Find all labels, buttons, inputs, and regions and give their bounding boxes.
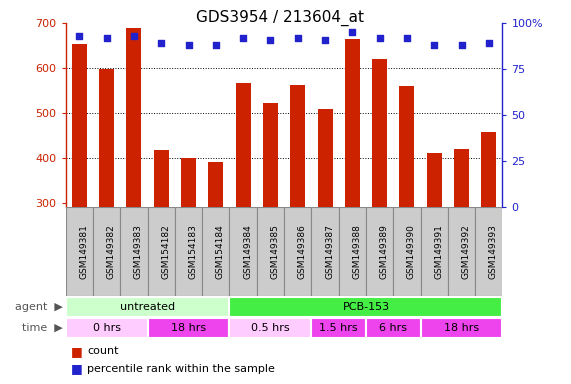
Bar [263, 103, 278, 338]
Point [75, 33, 84, 39]
Text: 18 hrs: 18 hrs [171, 323, 206, 333]
Bar [66, 297, 230, 317]
Bar [202, 207, 230, 296]
Bar [448, 207, 475, 296]
Bar [400, 86, 415, 338]
Text: agent  ▶: agent ▶ [15, 302, 63, 312]
Point [375, 35, 384, 41]
Text: GSM149386: GSM149386 [297, 224, 307, 279]
Point [184, 42, 193, 48]
Text: GSM154183: GSM154183 [188, 224, 198, 279]
Bar [72, 44, 87, 338]
Text: percentile rank within the sample: percentile rank within the sample [87, 364, 275, 374]
Bar [175, 207, 202, 296]
Bar [99, 69, 114, 338]
Bar [230, 297, 502, 317]
Text: GSM154184: GSM154184 [216, 224, 225, 279]
Bar [290, 84, 305, 338]
Bar [147, 318, 230, 338]
Text: GSM149383: GSM149383 [134, 224, 143, 279]
Point [484, 40, 493, 46]
Bar [366, 207, 393, 296]
Point [130, 33, 139, 39]
Point [457, 42, 466, 48]
Text: GSM149392: GSM149392 [461, 224, 471, 279]
Point [320, 36, 329, 43]
Text: count: count [87, 346, 119, 356]
Text: GSM149387: GSM149387 [325, 224, 334, 279]
Text: ■: ■ [71, 362, 87, 375]
Point [429, 42, 439, 48]
Bar [421, 318, 502, 338]
Point [266, 36, 275, 43]
Point [156, 40, 166, 46]
Bar [372, 59, 387, 338]
Point [211, 42, 220, 48]
Bar [154, 150, 168, 338]
Bar [454, 149, 469, 338]
Point [239, 35, 248, 41]
Bar [284, 207, 311, 296]
Text: GSM149381: GSM149381 [79, 224, 89, 279]
Text: PCB-153: PCB-153 [343, 302, 389, 312]
Text: GSM149384: GSM149384 [243, 224, 252, 279]
Point [403, 35, 412, 41]
Text: 18 hrs: 18 hrs [444, 323, 479, 333]
Text: time  ▶: time ▶ [22, 323, 63, 333]
Text: untreated: untreated [120, 302, 175, 312]
Text: 1.5 hrs: 1.5 hrs [319, 323, 358, 333]
Text: 0 hrs: 0 hrs [93, 323, 120, 333]
Point [102, 35, 111, 41]
Bar [230, 207, 257, 296]
Text: 0.5 hrs: 0.5 hrs [251, 323, 289, 333]
Text: GSM149391: GSM149391 [434, 224, 443, 279]
Point [348, 29, 357, 35]
Bar [427, 154, 442, 338]
Bar [339, 207, 366, 296]
Bar [208, 162, 223, 338]
Bar [181, 158, 196, 338]
Bar [147, 207, 175, 296]
Bar [481, 132, 496, 338]
Bar [475, 207, 502, 296]
Bar [311, 318, 366, 338]
Bar [66, 207, 93, 296]
Bar [66, 318, 147, 338]
Bar [317, 109, 332, 338]
Bar [257, 207, 284, 296]
Bar [126, 28, 142, 338]
Text: GSM149389: GSM149389 [380, 224, 389, 279]
Text: GDS3954 / 213604_at: GDS3954 / 213604_at [196, 10, 364, 26]
Text: GSM149388: GSM149388 [352, 224, 361, 279]
Bar [345, 39, 360, 338]
Bar [366, 318, 421, 338]
Bar [393, 207, 421, 296]
Bar [421, 207, 448, 296]
Bar [236, 83, 251, 338]
Text: ■: ■ [71, 345, 87, 358]
Text: GSM149390: GSM149390 [407, 224, 416, 279]
Text: GSM149382: GSM149382 [107, 224, 115, 279]
Text: 6 hrs: 6 hrs [379, 323, 407, 333]
Bar [311, 207, 339, 296]
Bar [93, 207, 120, 296]
Bar [230, 318, 311, 338]
Text: GSM149385: GSM149385 [271, 224, 279, 279]
Bar [120, 207, 147, 296]
Text: GSM154182: GSM154182 [161, 224, 170, 279]
Point [293, 35, 302, 41]
Text: GSM149393: GSM149393 [489, 224, 498, 279]
